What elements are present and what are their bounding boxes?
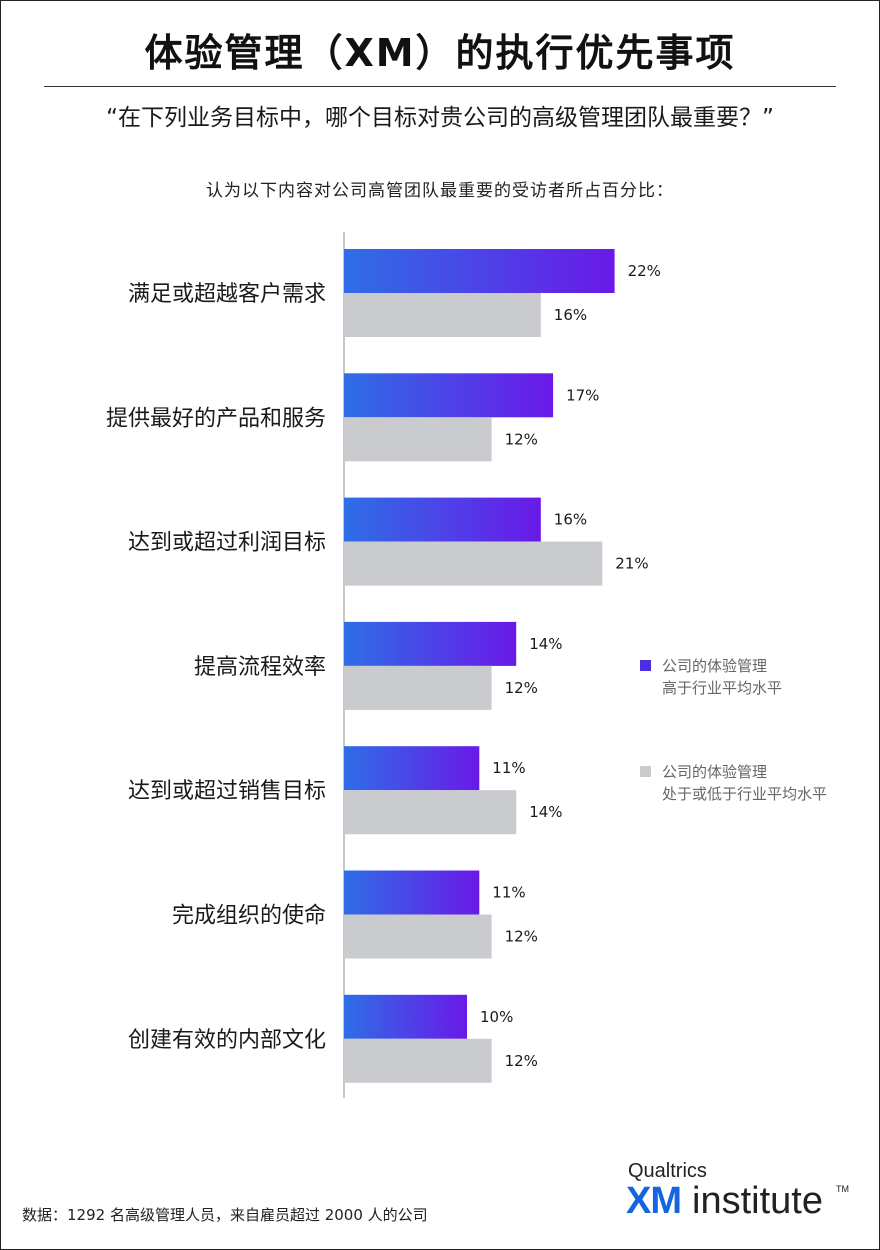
- value-label: 12%: [505, 430, 538, 448]
- legend-label: 高于行业平均水平: [662, 679, 782, 697]
- bar-above-average: [344, 498, 541, 542]
- value-label: 14%: [529, 635, 562, 653]
- value-label: 22%: [628, 262, 661, 280]
- category-label: 达到或超过利润目标: [128, 531, 326, 556]
- bar-above-average: [344, 373, 553, 417]
- bar-above-average: [344, 746, 479, 790]
- value-label: 11%: [492, 884, 525, 902]
- bar-above-average: [344, 622, 516, 666]
- bar-at-or-below-average: [344, 790, 516, 834]
- bar-at-or-below-average: [344, 293, 541, 337]
- bar-at-or-below-average: [344, 1039, 492, 1083]
- legend-label: 处于或低于行业平均水平: [662, 785, 827, 803]
- bar-at-or-below-average: [344, 915, 492, 959]
- bar-at-or-below-average: [344, 417, 492, 461]
- qualtrics-xm-institute-logo: Qualtrics XM institute TM: [626, 1160, 856, 1226]
- logo-institute-text: institute: [692, 1180, 823, 1223]
- bar-above-average: [344, 249, 615, 293]
- bar-above-average: [344, 995, 467, 1039]
- value-label: 16%: [554, 511, 587, 529]
- legend-swatch-above-average: [640, 660, 651, 671]
- category-label: 创建有效的内部文化: [128, 1028, 326, 1053]
- logo-tm-mark: TM: [836, 1184, 849, 1194]
- value-label: 12%: [505, 928, 538, 946]
- category-label: 达到或超过销售目标: [128, 779, 326, 804]
- bar-at-or-below-average: [344, 666, 492, 710]
- logo-xm-text: XM: [626, 1180, 681, 1223]
- bars-group: 满足或超越客户需求 22% 16% 提供最好的产品和服务 17% 12% 达到或超过利润目标…: [106, 249, 661, 1083]
- category-label: 完成组织的使命: [172, 904, 326, 929]
- value-label: 14%: [529, 803, 562, 821]
- legend-label: 公司的体验管理: [662, 657, 767, 675]
- value-label: 12%: [505, 1052, 538, 1070]
- value-label: 12%: [505, 679, 538, 697]
- legend-label: 公司的体验管理: [662, 763, 767, 781]
- bar-at-or-below-average: [344, 542, 602, 586]
- bar-chart: 满足或超越客户需求 22% 16% 提供最好的产品和服务 17% 12% 达到或超过利润目标…: [0, 0, 880, 1250]
- category-label: 提高流程效率: [194, 655, 326, 680]
- value-label: 10%: [480, 1008, 513, 1026]
- data-source-note: 数据：1292 名高级管理人员，来自雇员超过 2000 人的公司: [22, 1204, 428, 1225]
- legend-swatch-at-or-below-average: [640, 766, 651, 777]
- value-label: 16%: [554, 306, 587, 324]
- category-label: 提供最好的产品和服务: [106, 406, 326, 431]
- value-label: 21%: [615, 555, 648, 573]
- value-label: 17%: [566, 386, 599, 404]
- category-label: 满足或超越客户需求: [128, 282, 326, 307]
- bar-above-average: [344, 871, 479, 915]
- value-label: 11%: [492, 759, 525, 777]
